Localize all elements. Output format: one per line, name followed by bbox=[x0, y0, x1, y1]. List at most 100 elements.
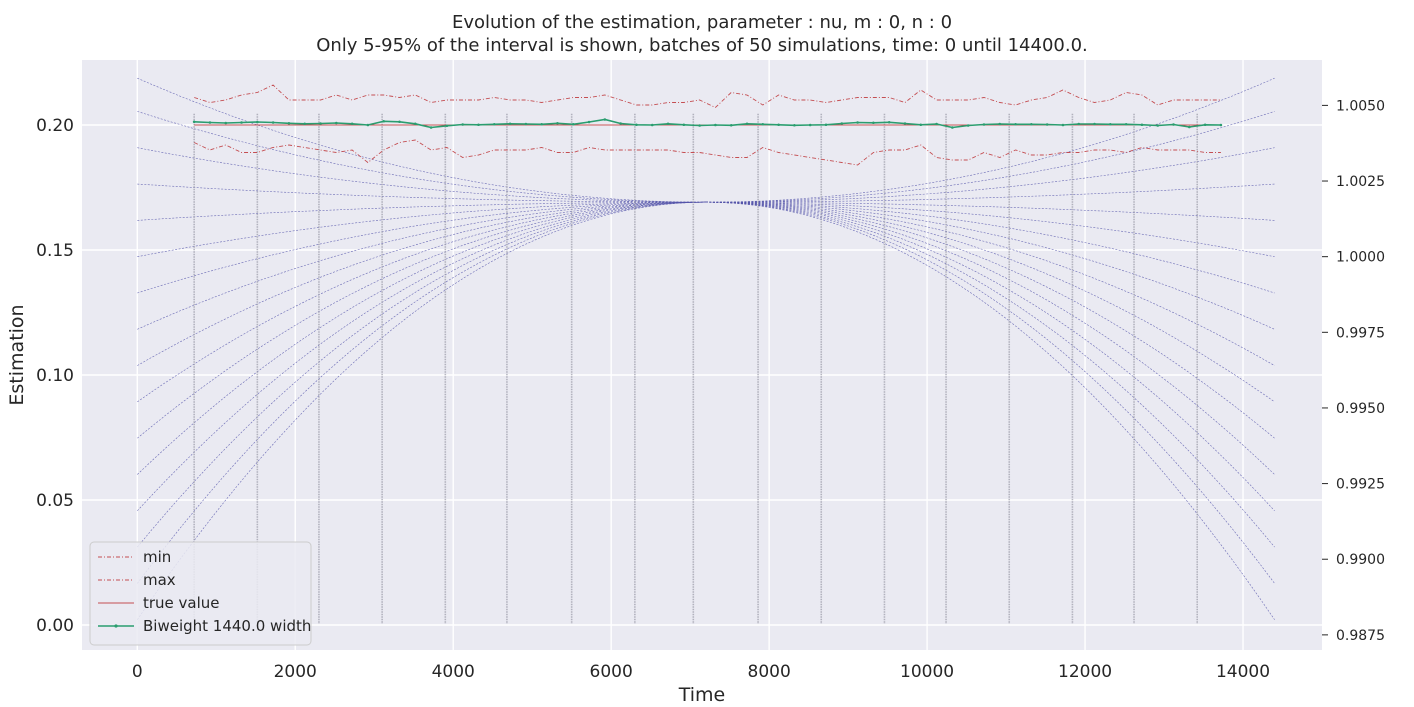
legend-label: min bbox=[143, 548, 171, 566]
kernel-curve bbox=[705, 201, 1275, 584]
series-point bbox=[808, 123, 812, 127]
legend-label: Biweight 1440.0 width bbox=[143, 617, 311, 635]
series-point bbox=[335, 121, 338, 125]
kernel-curve bbox=[705, 201, 1275, 620]
y2-tick-label: 0.9925 bbox=[1336, 477, 1385, 493]
series-point bbox=[366, 123, 370, 127]
series-point bbox=[524, 122, 528, 126]
kernel-curve bbox=[137, 147, 706, 203]
series-point bbox=[935, 122, 938, 126]
series-point bbox=[319, 122, 322, 125]
series-point bbox=[303, 122, 307, 126]
series-point bbox=[951, 126, 954, 129]
series-point bbox=[619, 122, 622, 125]
series-point bbox=[350, 122, 354, 126]
kernel-curve bbox=[705, 183, 1275, 203]
kernel-curve bbox=[137, 201, 706, 620]
series-point bbox=[729, 123, 733, 127]
series-point bbox=[1045, 123, 1049, 126]
y2-tick-label: 1.0000 bbox=[1336, 250, 1385, 266]
kernel-curve bbox=[705, 201, 1275, 257]
series-point bbox=[271, 121, 275, 124]
y2-tick-label: 0.9975 bbox=[1336, 325, 1385, 341]
series-point bbox=[382, 119, 386, 123]
y2-tick-label: 1.0025 bbox=[1336, 174, 1385, 190]
legend-label: max bbox=[143, 571, 176, 589]
y-tick-label: 0.05 bbox=[36, 491, 74, 511]
series-point bbox=[413, 122, 417, 126]
series-point bbox=[1014, 122, 1017, 126]
legend-label: true value bbox=[143, 594, 220, 612]
series-point bbox=[603, 118, 607, 121]
kernel-curve bbox=[137, 201, 706, 403]
kernel-curve bbox=[705, 201, 1275, 366]
series-point bbox=[461, 123, 464, 126]
series-point bbox=[1077, 122, 1081, 126]
legend: min max true value Biweight 1440.0 width bbox=[89, 541, 312, 646]
series-line-3 bbox=[194, 118, 1221, 129]
chart-title: Evolution of the estimation, parameter :… bbox=[452, 12, 952, 33]
kernel-curve bbox=[137, 201, 706, 512]
y-tick-label: 0.00 bbox=[36, 616, 74, 636]
series-point bbox=[761, 122, 765, 126]
series-point bbox=[635, 123, 638, 127]
kernel-curve bbox=[137, 201, 706, 221]
series-point bbox=[714, 123, 717, 127]
series-line-1 bbox=[194, 84, 1221, 109]
series-point bbox=[1172, 123, 1175, 126]
series-point bbox=[793, 123, 796, 127]
kernel-curve bbox=[137, 201, 706, 330]
series-point bbox=[1140, 123, 1144, 127]
series-point bbox=[208, 121, 212, 124]
series-point bbox=[1203, 123, 1207, 127]
series-point bbox=[872, 121, 875, 125]
kernel-curve bbox=[137, 201, 706, 439]
series-point bbox=[240, 121, 243, 124]
series-point bbox=[540, 122, 543, 126]
kernel-curve bbox=[705, 201, 1275, 475]
y2-tick-label: 0.9875 bbox=[1336, 628, 1385, 644]
kernel-curve bbox=[137, 201, 706, 548]
series-point bbox=[1109, 122, 1112, 126]
series-point bbox=[398, 120, 401, 124]
series-point bbox=[429, 126, 433, 129]
kernel-curve bbox=[705, 201, 1275, 403]
kernel-curve bbox=[705, 147, 1275, 203]
series-point bbox=[745, 122, 749, 126]
series-point bbox=[1219, 123, 1223, 127]
x-ticks: 0 2000 4000 6000 8000 10000 12000 14000 bbox=[132, 662, 1270, 682]
y-tick-label: 0.20 bbox=[36, 116, 74, 136]
series-point bbox=[492, 122, 496, 126]
kernel-curve bbox=[137, 201, 706, 257]
kernel-curve bbox=[137, 201, 706, 475]
y2-tick-label: 1.0050 bbox=[1336, 98, 1385, 114]
series-group bbox=[192, 84, 1223, 166]
series-point bbox=[777, 123, 780, 127]
kernel-curve bbox=[705, 111, 1275, 203]
series-point bbox=[887, 120, 891, 124]
kernel-curve bbox=[705, 201, 1275, 548]
kernel-curve bbox=[137, 111, 706, 203]
series-point bbox=[840, 122, 844, 125]
legend-box bbox=[89, 541, 312, 646]
x-tick-label: 6000 bbox=[590, 662, 633, 682]
series-point bbox=[903, 122, 907, 125]
y-axis-label: Estimation bbox=[6, 304, 28, 405]
kernel-curve bbox=[705, 77, 1275, 203]
series-point bbox=[445, 124, 449, 128]
kernel-curve bbox=[705, 201, 1275, 330]
x-tick-label: 8000 bbox=[748, 662, 791, 682]
x-tick-label: 10000 bbox=[900, 662, 954, 682]
series-point bbox=[824, 123, 828, 127]
x-tick-label: 12000 bbox=[1058, 662, 1112, 682]
series-point bbox=[919, 123, 923, 127]
y2-tick-label: 0.9900 bbox=[1336, 552, 1385, 568]
series-point bbox=[556, 121, 559, 125]
kernel-curve bbox=[705, 201, 1275, 439]
series-point bbox=[682, 123, 686, 127]
series-line-0 bbox=[194, 139, 1221, 166]
series-point bbox=[508, 122, 512, 126]
legend-marker bbox=[114, 624, 118, 628]
series-point bbox=[856, 121, 859, 124]
